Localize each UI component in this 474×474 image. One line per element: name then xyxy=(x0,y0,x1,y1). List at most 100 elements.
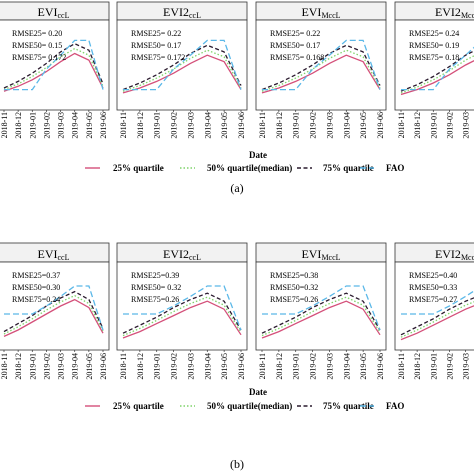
section-caption: (b) xyxy=(230,457,244,471)
legend-label: 50% quartile(median) xyxy=(207,401,292,411)
panel-title-main: EVI xyxy=(301,5,321,19)
legend-label: 75% quartile xyxy=(323,163,374,173)
x-tick-label: 2018-12 xyxy=(275,112,284,139)
panel-frame xyxy=(255,19,387,111)
rmse-label: RMSE25= 0.22 xyxy=(270,29,320,38)
rmse-label: RMSE25=0.39 xyxy=(131,271,179,280)
x-tick-label: 2018-11 xyxy=(0,112,9,138)
series-line-75-quartile xyxy=(3,290,104,333)
x-tick-label: 2019-03 xyxy=(186,112,195,139)
legend-label: 25% quartile xyxy=(113,163,164,173)
x-tick-label: 2019-06 xyxy=(237,353,246,380)
panel-title-main: EVI2 xyxy=(435,247,461,261)
panel-title-subscript: ccL xyxy=(189,253,201,262)
panel-series-group xyxy=(122,39,242,94)
series-line-50-quartile-median- xyxy=(122,49,242,92)
rmse-label: RMSE75= 0.18 xyxy=(409,53,459,62)
panel-title: EVIccL xyxy=(38,247,70,262)
x-tick-label: 2019-03 xyxy=(186,353,195,380)
x-axis-label: Date xyxy=(249,387,267,397)
rmse-label: RMSE75= 0.172 xyxy=(12,53,66,62)
x-tick-label: 2019-05 xyxy=(220,112,229,139)
x-tick-label: 2018-11 xyxy=(397,353,406,379)
panel-title-main: EVI2 xyxy=(435,5,461,19)
panel-title-subscript: MccL xyxy=(461,253,474,262)
x-tick-label: 2018-12 xyxy=(136,112,145,139)
rmse-label: RMSE50= 0.32 xyxy=(131,283,181,292)
series-line-50-quartile-median- xyxy=(400,55,474,94)
panel-title-subscript: ccL xyxy=(58,11,70,20)
series-line-50-quartile-median- xyxy=(400,301,474,338)
panel-title-subscript: MccL xyxy=(461,11,474,20)
x-tick-label: 2018-11 xyxy=(119,112,128,138)
panel-1-2: EVI2ccL RMSE25= 0.22 RMSE50= 0.17 RMSE75= 0… xyxy=(116,1,248,139)
rmse-label: RMSE75=0.26 xyxy=(131,295,179,304)
x-tick-label: 2019-02 xyxy=(309,112,318,139)
series-line-fao xyxy=(123,39,242,91)
x-tick-label: 2019-05 xyxy=(359,112,368,139)
x-tick-label: 2019-02 xyxy=(445,353,454,380)
panel-title: EVI2ccL xyxy=(163,247,201,262)
panel-title-subscript: ccL xyxy=(58,253,70,262)
rmse-label: RMSE50=0.30 xyxy=(12,283,60,292)
rmse-label: RMSE25=0.40 xyxy=(409,271,457,280)
rmse-label: RMSE75= 0.168 xyxy=(270,53,324,62)
legend-label: FAO xyxy=(386,163,404,173)
x-tick-label: 2019-02 xyxy=(309,353,318,380)
series-line-fao xyxy=(4,285,104,331)
series-line-25-quartile xyxy=(400,305,474,341)
chart-section-2: EVIccLRMSE25=0.37RMSE50=0.30RMSE75=0.242… xyxy=(0,242,474,471)
panel-title-main: EVI xyxy=(301,247,321,261)
series-line-fao xyxy=(123,285,242,331)
x-tick-label: 2018-12 xyxy=(275,353,284,380)
panel-title-subscript: MccL xyxy=(321,11,340,20)
rmse-label: RMSE50= 0.17 xyxy=(270,41,320,50)
series-line-50-quartile-median- xyxy=(122,296,242,337)
section-caption: (a) xyxy=(230,181,243,195)
x-tick-label: 2018-12 xyxy=(14,112,23,139)
rmse-label: RMSE50= 0.15 xyxy=(12,41,62,50)
rmse-label: RMSE50=0.33 xyxy=(409,283,457,292)
legend-label: FAO xyxy=(386,401,404,411)
series-line-25-quartile xyxy=(122,54,242,94)
x-tick-label: 2019-01 xyxy=(153,112,162,139)
series-line-25-quartile xyxy=(400,59,474,96)
x-tick-label: 2019-02 xyxy=(42,112,51,139)
series-line-75-quartile xyxy=(261,292,381,334)
x-tick-label: 2019-01 xyxy=(292,112,301,139)
panel-series-group xyxy=(3,285,104,337)
rmse-label: RMSE25= 0.22 xyxy=(131,29,181,38)
series-line-75-quartile xyxy=(400,297,474,336)
panel-title-subscript: ccL xyxy=(189,11,201,20)
panel-title: EVI2ccL xyxy=(163,5,201,20)
x-tick-label: 2019-02 xyxy=(42,353,51,380)
panel-title: EVIMccL xyxy=(301,5,340,20)
panel-2-1: EVIccL RMSE25=0.37 RMSE50=0.30 RMSE75=0.24 2… xyxy=(0,242,110,380)
x-tick-label: 2019-06 xyxy=(99,353,108,380)
x-tick-label: 2019-05 xyxy=(359,353,368,380)
x-tick-label: 2019-02 xyxy=(445,112,454,139)
series-line-50-quartile-median- xyxy=(261,296,381,337)
panel-series-group xyxy=(400,290,474,341)
series-line-fao xyxy=(4,39,104,91)
x-tick-label: 2019-03 xyxy=(325,112,334,139)
panel-2-4: EVI2MccL RMSE25=0.40 RMSE50=0.33 RMSE75=0.2… xyxy=(394,242,474,380)
x-tick-label: 2019-06 xyxy=(237,112,246,139)
panel-frame xyxy=(0,261,110,351)
x-tick-label: 2019-05 xyxy=(85,112,94,139)
series-line-25-quartile xyxy=(3,298,104,337)
panel-series-group xyxy=(261,39,381,94)
legend-label: 25% quartile xyxy=(113,401,164,411)
x-tick-label: 2019-01 xyxy=(292,353,301,380)
x-tick-label: 2019-03 xyxy=(57,112,66,139)
series-line-fao xyxy=(401,290,474,315)
panel-title-main: EVI2 xyxy=(163,247,189,261)
x-tick-label: 2018-11 xyxy=(0,353,9,379)
x-tick-label: 2019-04 xyxy=(342,112,351,139)
x-axis-label: Date xyxy=(249,150,267,160)
x-tick-label: 2019-04 xyxy=(71,353,80,380)
legend: 25% quartile 50% quartile(median) 75% quar… xyxy=(85,163,404,173)
